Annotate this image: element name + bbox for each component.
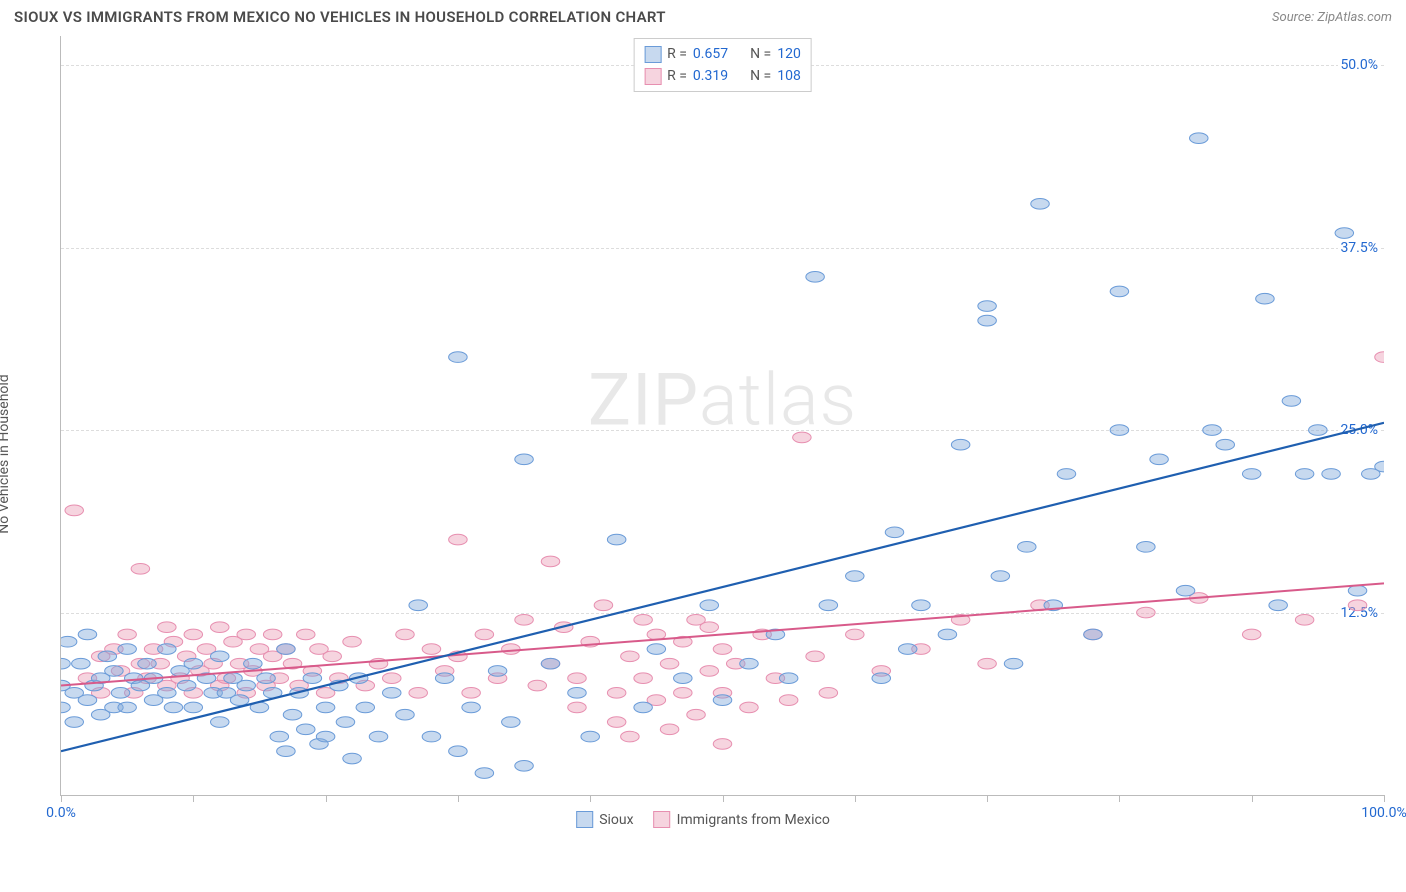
- x-tick: [61, 795, 62, 802]
- y-axis-label: No Vehicles in Household: [0, 374, 12, 533]
- x-tick: [987, 795, 988, 802]
- x-tick-label: 0.0%: [46, 805, 76, 821]
- x-tick-label: 100.0%: [1361, 805, 1406, 821]
- legend-item-mexico: Immigrants from Mexico: [654, 811, 830, 828]
- swatch-mexico: [654, 811, 671, 828]
- n-label: N =: [750, 43, 771, 65]
- chart-container: No Vehicles in Household R = 0.657 N = 1…: [14, 36, 1392, 856]
- x-tick: [1119, 795, 1120, 802]
- r-value-2: 0.319: [693, 65, 728, 87]
- scatter-svg: [61, 36, 1384, 795]
- x-tick: [326, 795, 327, 802]
- x-tick: [1252, 795, 1253, 802]
- legend-stats-row-2: R = 0.319 N = 108: [644, 65, 801, 87]
- n-value-2: 108: [777, 65, 801, 87]
- legend-stats: R = 0.657 N = 120 R = 0.319 N = 108: [633, 38, 812, 92]
- r-label: R =: [667, 43, 687, 65]
- x-tick: [855, 795, 856, 802]
- n-value-1: 120: [777, 43, 801, 65]
- swatch-mexico: [644, 68, 661, 85]
- swatch-sioux: [576, 811, 593, 828]
- x-tick: [1384, 795, 1385, 802]
- chart-header: SIOUX VS IMMIGRANTS FROM MEXICO NO VEHIC…: [0, 0, 1406, 30]
- legend-series: Sioux Immigrants from Mexico: [576, 811, 830, 828]
- n-label: N =: [750, 65, 771, 87]
- r-value-1: 0.657: [693, 43, 728, 65]
- chart-title: SIOUX VS IMMIGRANTS FROM MEXICO NO VEHIC…: [14, 8, 666, 26]
- r-label: R =: [667, 65, 687, 87]
- swatch-sioux: [644, 46, 661, 63]
- source-attribution: Source: ZipAtlas.com: [1272, 10, 1392, 25]
- legend-stats-row-1: R = 0.657 N = 120: [644, 43, 801, 65]
- x-tick: [723, 795, 724, 802]
- x-tick: [590, 795, 591, 802]
- x-tick: [193, 795, 194, 802]
- legend-item-sioux: Sioux: [576, 811, 633, 828]
- legend-label-sioux: Sioux: [599, 812, 633, 828]
- x-tick: [458, 795, 459, 802]
- plot-area: R = 0.657 N = 120 R = 0.319 N = 108 ZIPa…: [60, 36, 1384, 796]
- legend-label-mexico: Immigrants from Mexico: [677, 812, 830, 828]
